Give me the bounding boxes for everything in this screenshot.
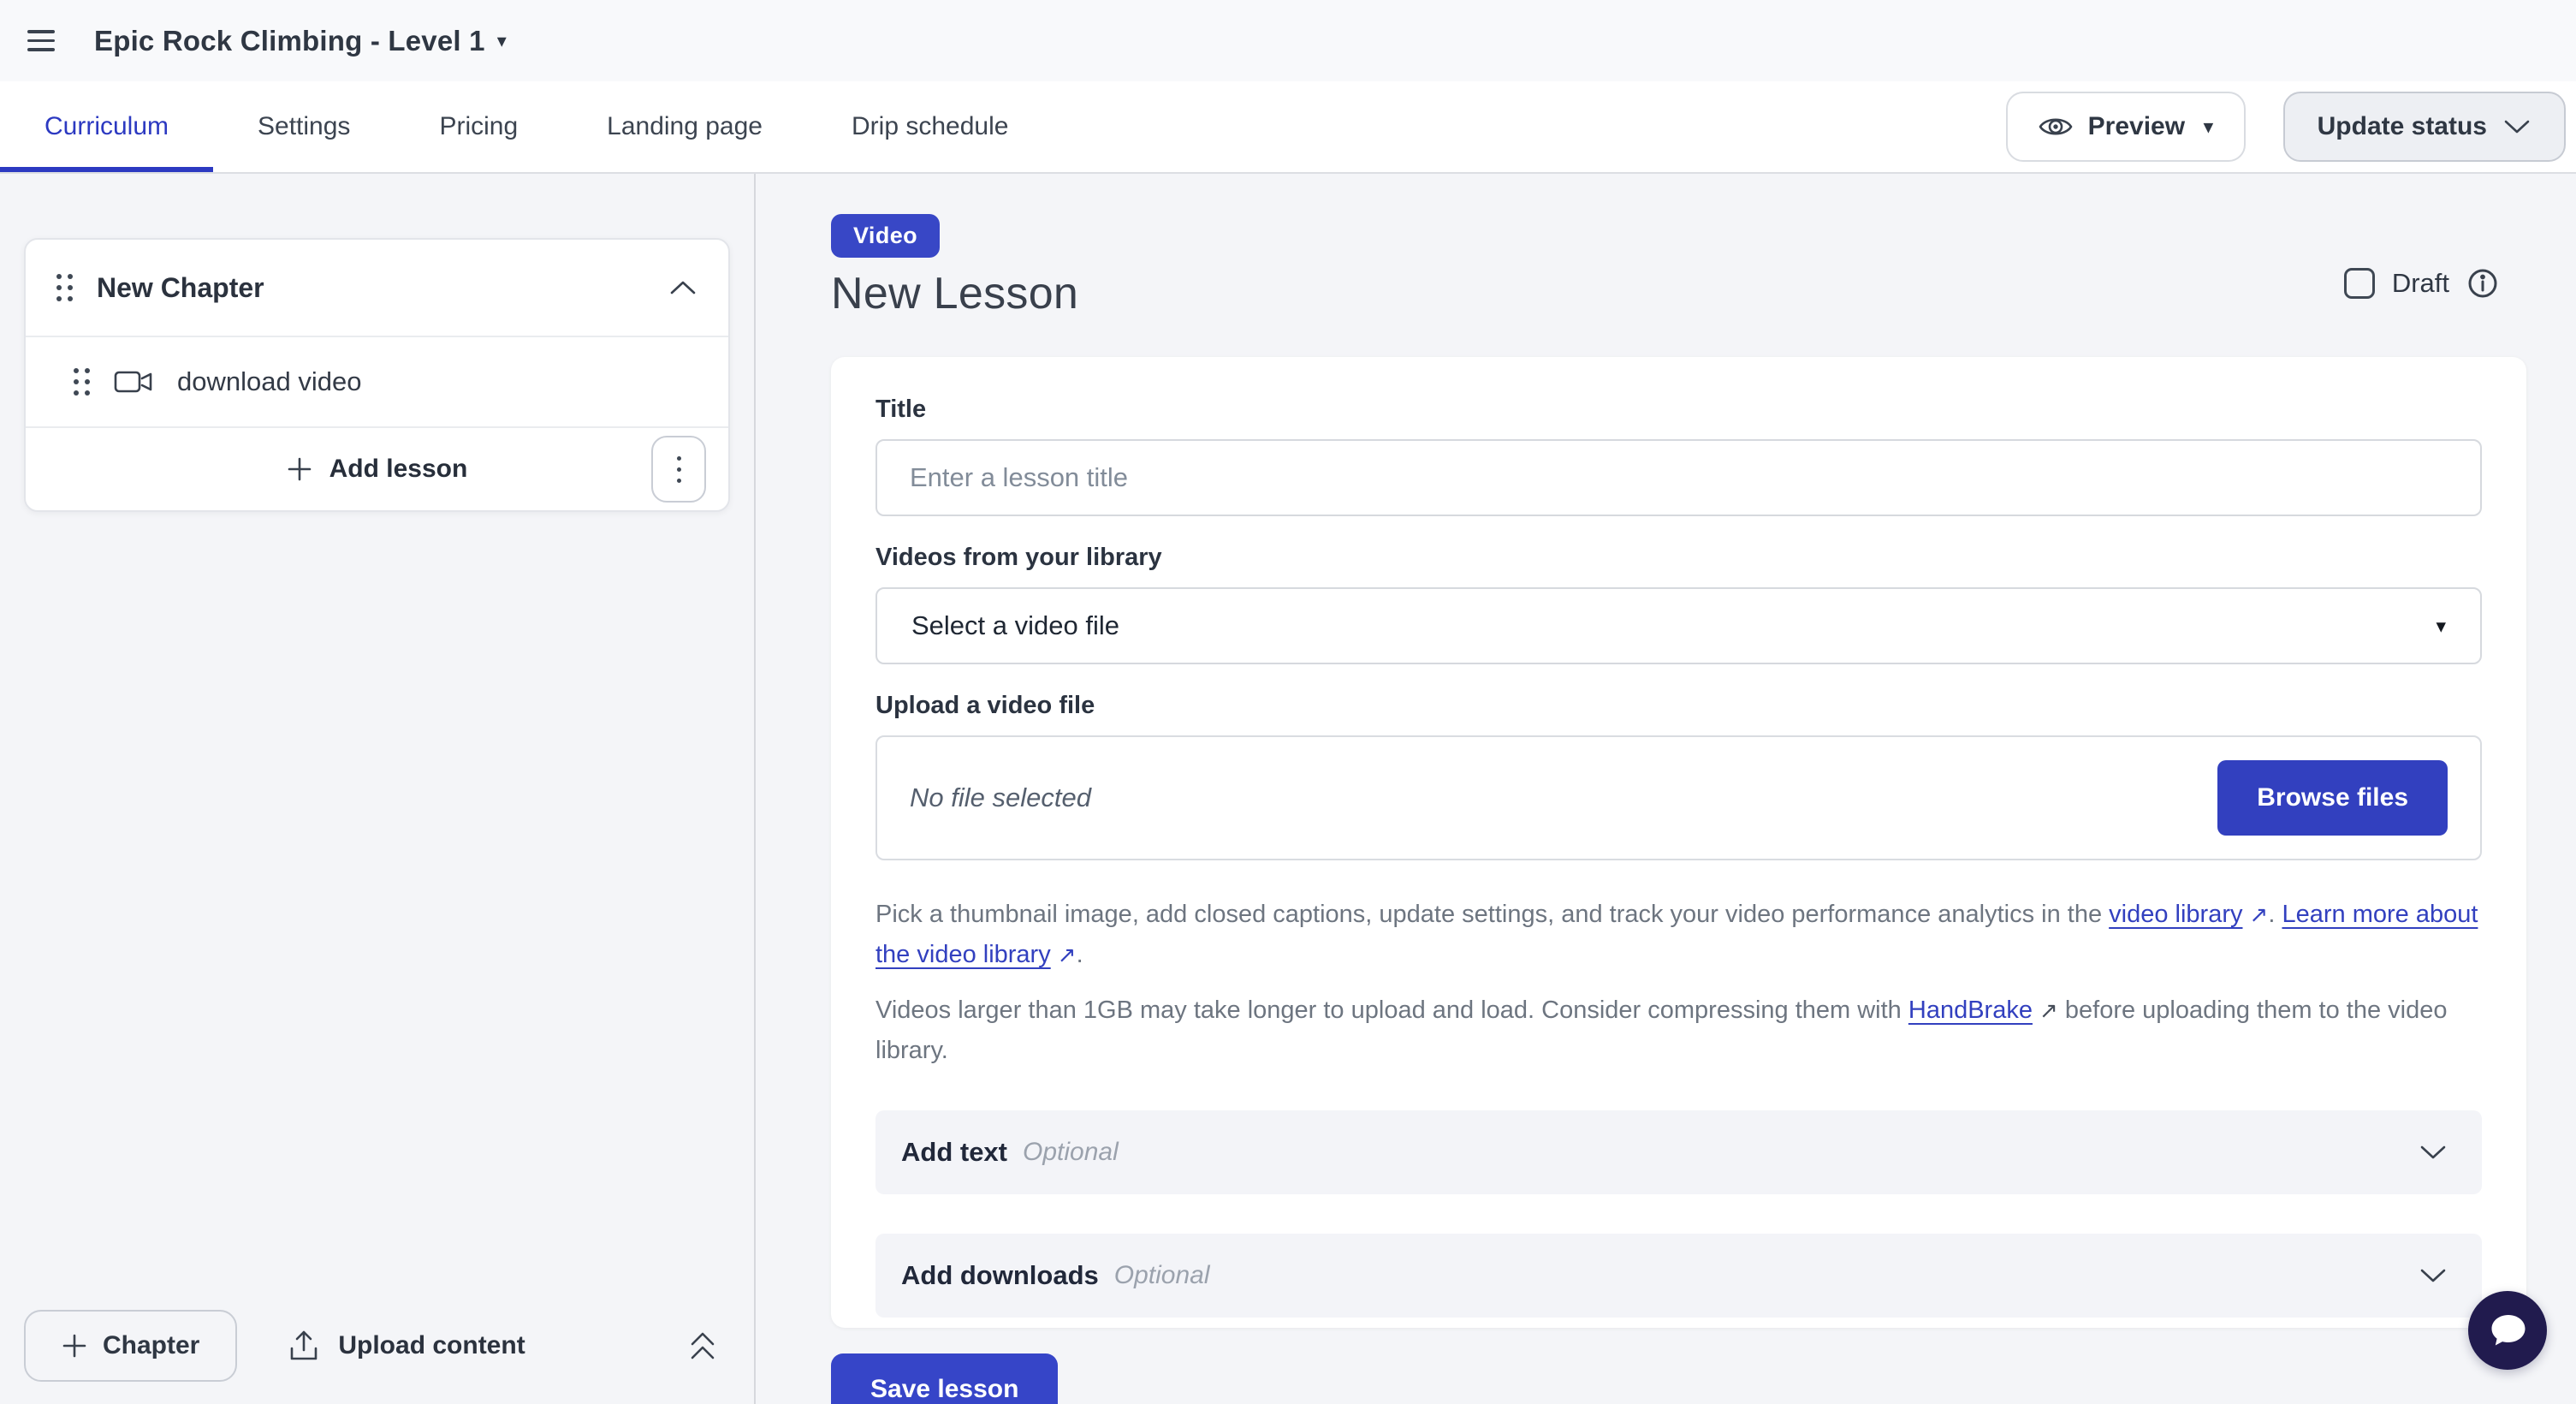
chat-widget-button[interactable] [2468,1291,2547,1370]
add-downloads-label: Add downloads [901,1260,1099,1290]
chapter-options-button[interactable] [651,436,706,503]
no-file-text: No file selected [910,782,1091,812]
external-link-icon[interactable]: ↗ [2249,901,2269,927]
title-field-group: Title [875,396,2482,516]
draft-toggle: Draft [2343,267,2499,300]
tab-pricing[interactable]: Pricing [439,112,519,140]
upload-content-label: Upload content [338,1331,525,1359]
add-chapter-button[interactable]: Chapter [24,1310,238,1382]
chat-bubble-icon [2491,1315,2526,1346]
preview-label: Preview [2087,112,2186,140]
add-text-section[interactable]: Add text Optional [875,1110,2482,1194]
hamburger-menu-icon[interactable] [27,26,58,57]
lesson-form-card: Title Videos from your library Select a … [831,357,2526,1328]
curriculum-sidebar: New Chapter download video Add lesson [0,174,756,1404]
help-text: . [1076,941,1083,968]
help-text: Pick a thumbnail image, add closed capti… [875,901,2110,928]
drag-handle-icon[interactable] [74,368,90,396]
divider [26,426,728,428]
chevron-down-icon [2504,120,2530,134]
double-chevron-up-icon[interactable] [686,1327,720,1365]
tab-bar-actions: Preview ▾ Update status [2005,81,2566,172]
external-link-icon[interactable]: ↗ [2039,997,2058,1023]
external-link-icon[interactable]: ↗ [1057,942,1077,967]
lesson-row[interactable]: download video [26,337,728,426]
lesson-type-badge: Video [831,214,941,258]
video-library-select[interactable]: Select a video file ▾ [875,587,2482,664]
draft-checkbox[interactable] [2343,268,2375,299]
add-lesson-label: Add lesson [329,455,468,483]
draft-label: Draft [2391,268,2449,298]
file-dropzone[interactable]: No file selected Browse files [875,735,2482,860]
chevron-down-icon [2420,1145,2446,1159]
tab-settings[interactable]: Settings [258,112,351,140]
lesson-name: download video [177,366,362,396]
browse-files-button[interactable]: Browse files [2217,760,2448,836]
upload-content-button[interactable]: Upload content [288,1330,525,1362]
video-library-help-text: Pick a thumbnail image, add closed capti… [875,895,2482,975]
handbrake-link[interactable]: HandBrake [1908,996,2033,1024]
eye-icon [2039,118,2072,135]
upload-icon [291,1330,318,1360]
video-library-link[interactable]: video library [2109,901,2243,928]
chapter-header[interactable]: New Chapter [26,240,728,336]
course-title[interactable]: Epic Rock Climbing - Level 1 [94,24,485,57]
library-field-label: Videos from your library [875,544,1162,571]
add-text-label: Add text [901,1137,1007,1167]
preview-caret-icon: ▾ [2204,116,2213,137]
top-bar: Epic Rock Climbing - Level 1 ▾ [0,0,2576,81]
chapter-card: New Chapter download video Add lesson [24,238,730,512]
save-lesson-button[interactable]: Save lesson [831,1353,1059,1404]
chapter-title: New Chapter [97,271,264,303]
plus-icon [288,457,311,481]
lesson-title-input[interactable] [875,439,2482,516]
plus-icon [62,1334,86,1358]
chevron-down-icon [2420,1269,2446,1282]
update-status-button[interactable]: Update status [2282,92,2566,162]
info-icon[interactable] [2466,267,2499,300]
chevron-up-icon[interactable] [668,279,697,296]
optional-label: Optional [1023,1138,1119,1166]
drag-handle-icon[interactable] [56,274,73,301]
help-text: . [2268,901,2282,928]
add-chapter-label: Chapter [103,1331,200,1359]
tab-drip-schedule[interactable]: Drip schedule [852,112,1009,140]
video-camera-icon [114,371,152,393]
optional-label: Optional [1113,1261,1210,1289]
divider [26,336,728,337]
compression-help-text: Videos larger than 1GB may take longer t… [875,991,2482,1071]
tab-landing-page[interactable]: Landing page [607,112,763,140]
help-text: before uploading them to the video libra… [875,996,2448,1064]
sidebar-footer: Chapter Upload content [24,1310,720,1382]
lesson-editor: Video New Lesson Draft Title Videos from… [756,174,2576,1404]
preview-button[interactable]: Preview ▾ [2005,92,2246,162]
page-title: New Lesson [831,269,1079,318]
course-dropdown-caret-icon[interactable]: ▾ [496,29,507,51]
video-library-select-value: Select a video file [911,610,1119,640]
tab-bar: Curriculum Settings Pricing Landing page… [0,81,2576,174]
library-field-group: Videos from your library Select a video … [875,544,2482,664]
chapter-footer: Add lesson [26,428,728,510]
update-status-label: Update status [2317,112,2487,140]
help-text: Videos larger than 1GB may take longer t… [875,996,1908,1024]
add-downloads-section[interactable]: Add downloads Optional [875,1234,2482,1318]
learn-more-link[interactable]: Learn more about the video library [875,901,2478,968]
tab-curriculum[interactable]: Curriculum [0,81,214,172]
add-lesson-button[interactable]: Add lesson [287,455,468,484]
select-caret-icon: ▾ [2436,614,2446,637]
upload-field-group: Upload a video file No file selected Bro… [875,692,2482,860]
upload-field-label: Upload a video file [875,692,1095,719]
lesson-header: Video New Lesson Draft [831,214,2526,319]
title-field-label: Title [875,396,927,423]
